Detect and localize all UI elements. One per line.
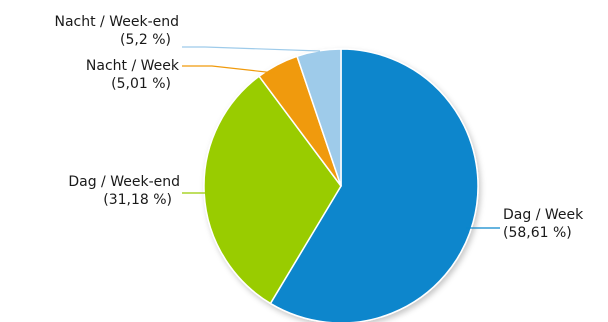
slice-value-label: (5,01 %) [111, 76, 171, 92]
slice-label: Nacht / Week-end [54, 14, 179, 30]
leader-line [182, 65, 276, 74]
leader-lines [182, 46, 500, 229]
slice-label: Dag / Week [503, 207, 584, 223]
pie-slice[interactable] [269, 48, 479, 322]
slice-labels: Dag / Week (58,61 %) Dag / Week-end (31,18 … [54, 14, 584, 241]
pie-slices [203, 48, 479, 322]
slice-value-label: (58,61 %) [503, 225, 572, 241]
slice-value-label: (5,2 %) [120, 32, 171, 48]
leader-line [182, 46, 321, 52]
slice-value-label: (31,18 %) [103, 192, 172, 208]
slice-label: Nacht / Week [86, 58, 180, 74]
slice-label: Dag / Week-end [68, 174, 180, 190]
